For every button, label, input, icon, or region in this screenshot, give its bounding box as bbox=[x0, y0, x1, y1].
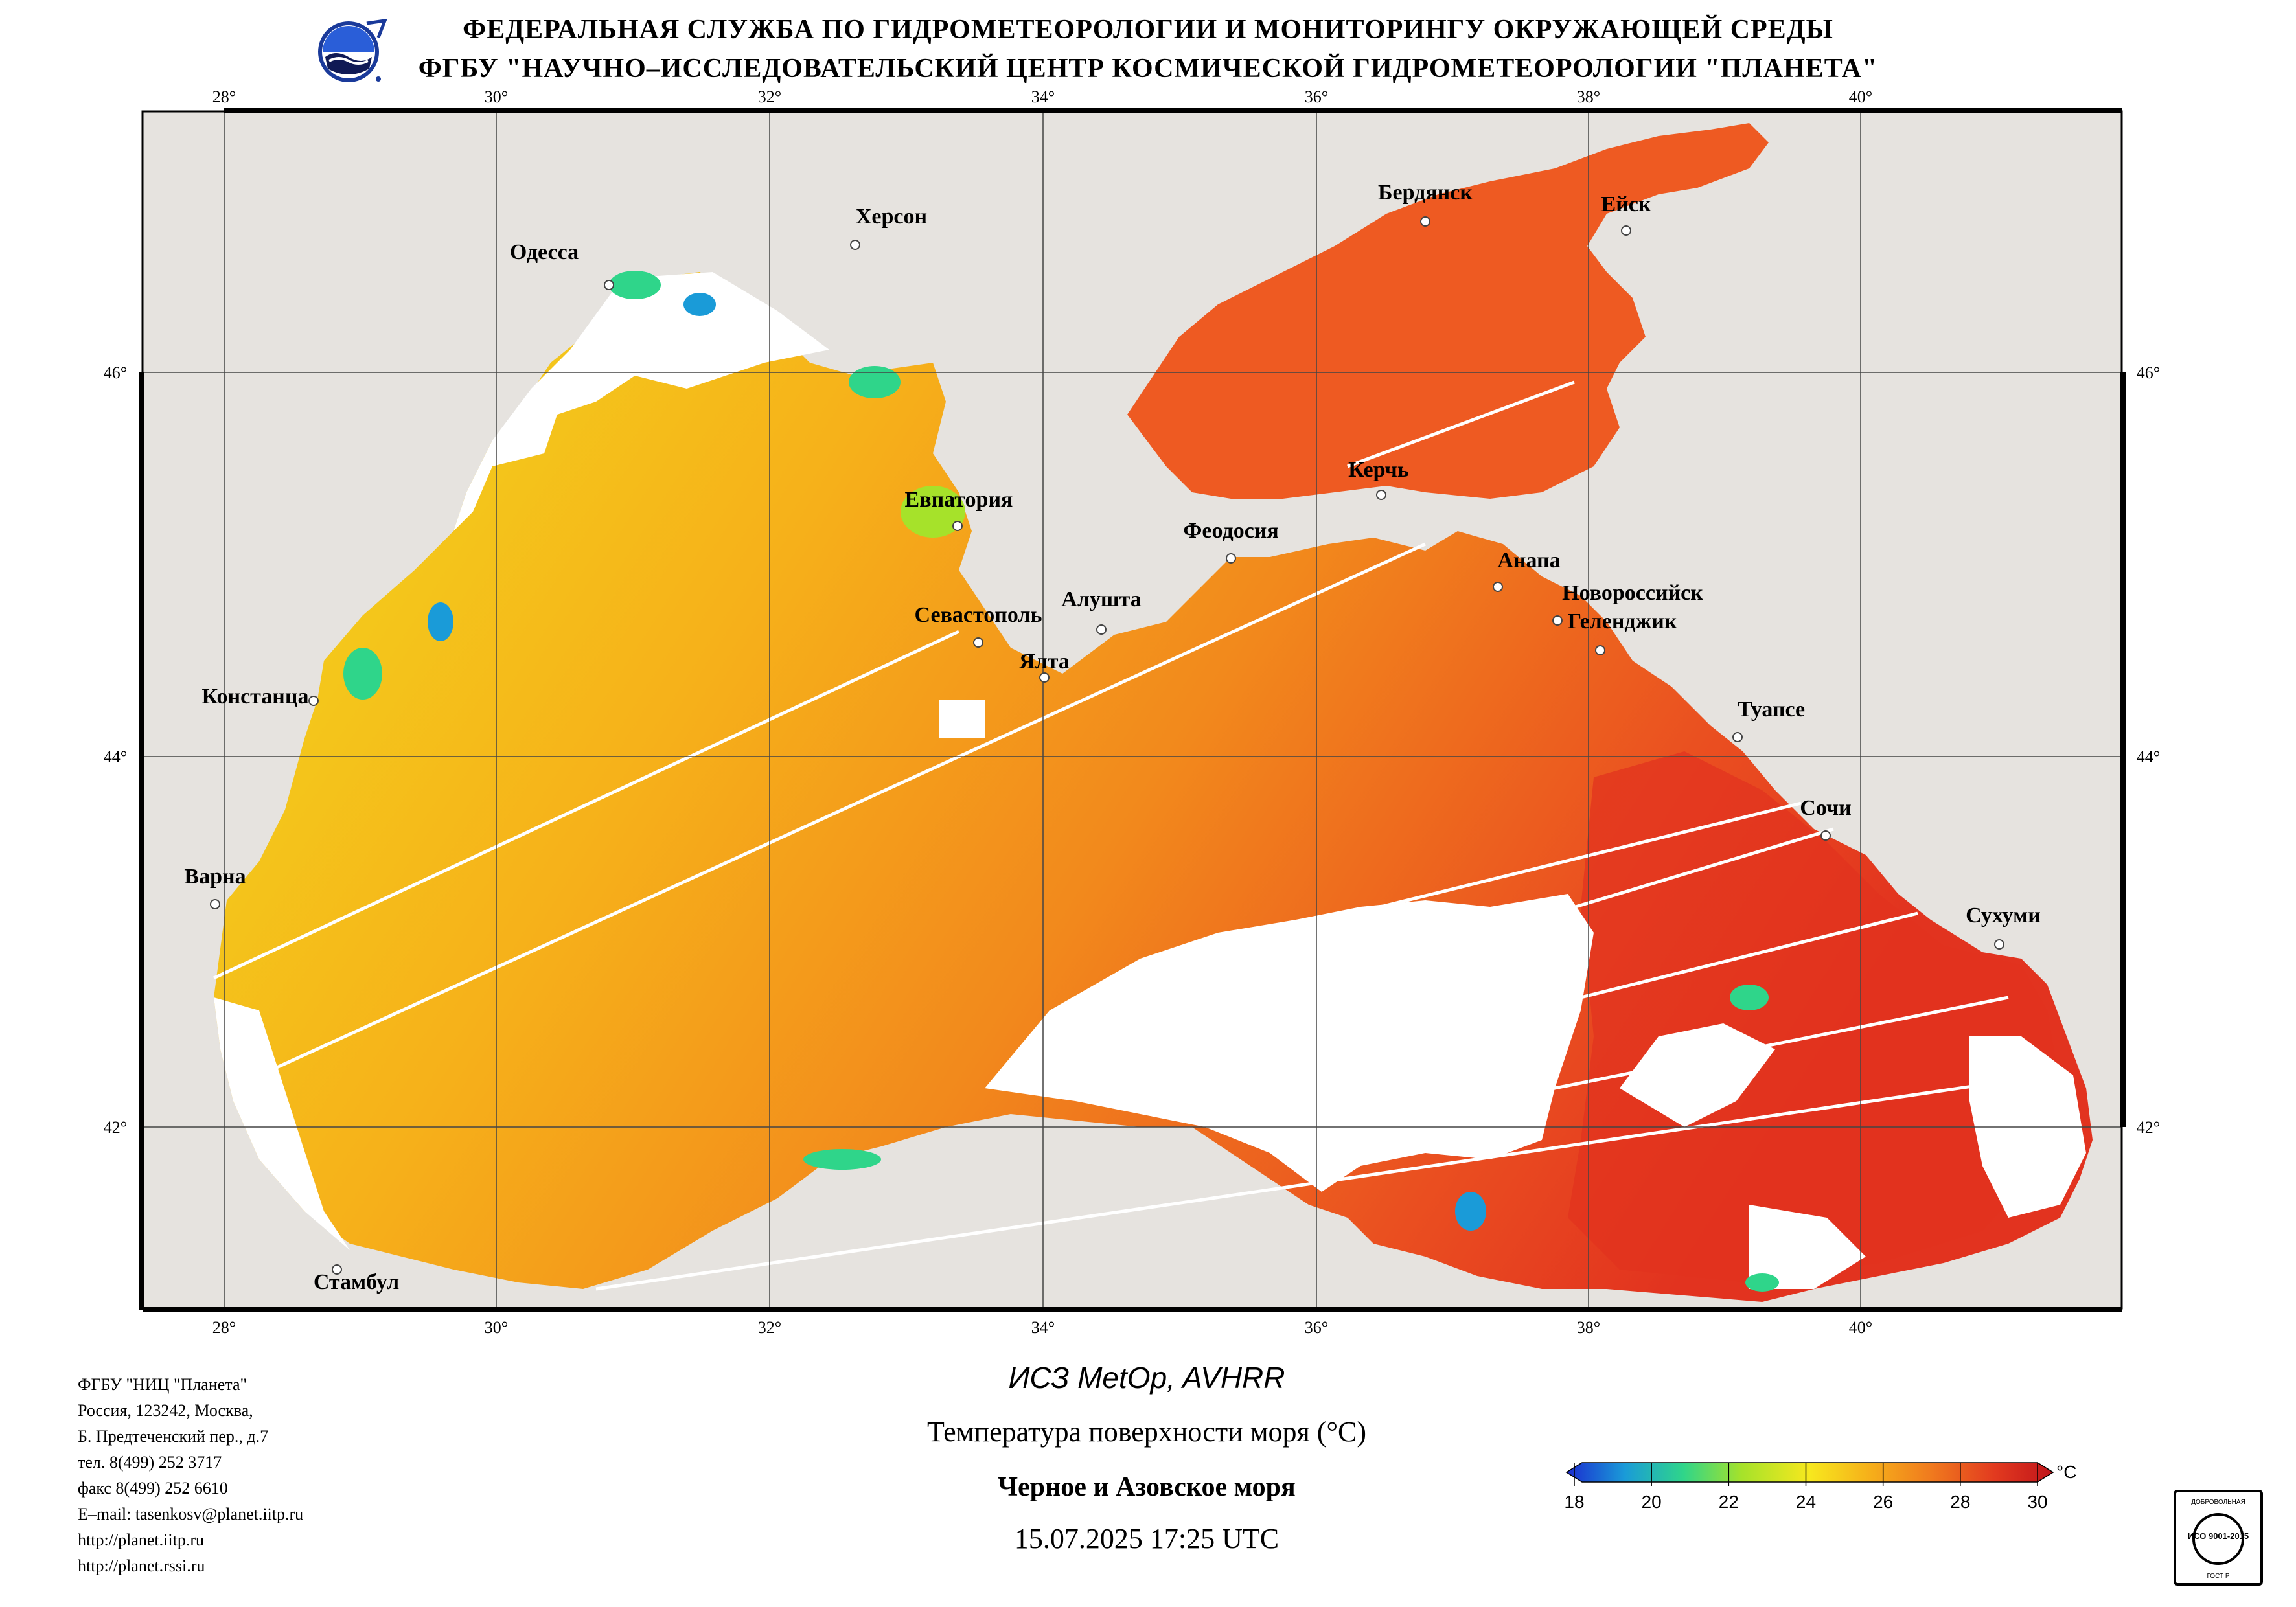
city-label: Констанца bbox=[202, 685, 309, 709]
org-contact-line: Россия, 123242, Москва, bbox=[78, 1401, 253, 1420]
city-label: Сухуми bbox=[1966, 904, 2041, 928]
city-marker bbox=[1994, 939, 2004, 950]
latitude-label: 44° bbox=[2137, 747, 2160, 766]
longitude-label: 36° bbox=[1305, 1318, 1328, 1337]
agency-logo-icon bbox=[318, 18, 387, 82]
city-marker bbox=[1039, 672, 1050, 683]
cool-patches bbox=[343, 271, 1779, 1292]
frame-edges bbox=[139, 108, 2126, 1312]
longitude-label: 32° bbox=[758, 1318, 781, 1337]
product-datetime: 15.07.2025 17:25 UTC bbox=[1014, 1523, 1280, 1555]
satellite-sensor: ИСЗ MetOp, AVHRR bbox=[1008, 1361, 1285, 1395]
latitude-label: 44° bbox=[104, 747, 127, 766]
legend-bar bbox=[1565, 1462, 2054, 1483]
legend-tick-label: 28 bbox=[1950, 1492, 1970, 1512]
badge-bottom-text: ГОСТ Р bbox=[2207, 1573, 2229, 1580]
org-contact-line: ФГБУ "НИЦ "Планета" bbox=[78, 1375, 247, 1394]
org-contact-block: ФГБУ "НИЦ "Планета" Россия, 123242, Москв… bbox=[78, 1372, 303, 1579]
city-label: Туапсе bbox=[1738, 698, 1805, 722]
cloud-mask bbox=[214, 272, 2086, 1289]
longitude-label: 30° bbox=[485, 87, 508, 106]
city-label: Стамбул bbox=[314, 1270, 399, 1294]
longitude-label: 28° bbox=[212, 87, 236, 106]
city-marker bbox=[850, 240, 860, 250]
product-title: Температура поверхности моря (°С) bbox=[926, 1416, 1367, 1448]
graticule bbox=[143, 111, 2122, 1308]
org-contact-line: http://planet.iitp.ru bbox=[78, 1531, 204, 1549]
latitude-label: 46° bbox=[2137, 363, 2160, 382]
longitude-label: 32° bbox=[758, 87, 781, 106]
city-marker bbox=[1096, 624, 1107, 635]
city-label: Анапа bbox=[1497, 549, 1560, 573]
city-label: Одесса bbox=[510, 240, 579, 264]
header-title: ФЕДЕРАЛЬНАЯ СЛУЖБА ПО ГИДРОМЕТЕОРОЛОГИИ … bbox=[463, 15, 1833, 45]
longitude-label: 38° bbox=[1577, 87, 1600, 106]
city-marker bbox=[1493, 582, 1503, 592]
org-contact-line: Б. Предтеченский пер., д.7 bbox=[78, 1427, 269, 1446]
city-label: Феодосия bbox=[1183, 519, 1279, 543]
longitude-label: 40° bbox=[1849, 1318, 1872, 1337]
longitude-label: 36° bbox=[1305, 87, 1328, 106]
org-contact-line: http://planet.rssi.ru bbox=[78, 1556, 205, 1575]
legend-tick-label: 30 bbox=[2027, 1492, 2047, 1512]
city-marker bbox=[1820, 830, 1831, 841]
latitude-label: 42° bbox=[104, 1118, 127, 1137]
legend-unit: °С bbox=[2056, 1462, 2076, 1482]
color-legend: 18 20 22 24 26 28 30 °С bbox=[1564, 1462, 2076, 1512]
city-marker bbox=[1621, 225, 1631, 236]
badge-mid-text: ИСО 9001-2015 bbox=[2188, 1531, 2249, 1541]
latitude-label: 46° bbox=[104, 363, 127, 382]
city-label: Бердянск bbox=[1378, 181, 1473, 205]
city-marker bbox=[1226, 553, 1236, 564]
city-label: Геленджик bbox=[1568, 610, 1677, 633]
city-label: Ейск bbox=[1601, 192, 1651, 216]
longitude-label: 40° bbox=[1849, 87, 1872, 106]
badge-top-text: ДОБРОВОЛЬНАЯ bbox=[2191, 1499, 2245, 1506]
swath-lines bbox=[212, 380, 2048, 1291]
azov-sea bbox=[1127, 123, 1769, 499]
org-contact-line: E–mail: tasenkosv@planet.iitp.ru bbox=[78, 1505, 304, 1523]
legend-tick-label: 20 bbox=[1642, 1492, 1662, 1512]
longitude-label: 34° bbox=[1031, 87, 1055, 106]
certification-badge: ДОБРОВОЛЬНАЯ ИСО 9001-2015 ГОСТ Р bbox=[2174, 1490, 2263, 1586]
city-marker bbox=[952, 521, 963, 531]
city-marker bbox=[973, 637, 983, 648]
longitude-label: 34° bbox=[1031, 1318, 1055, 1337]
hot-zone bbox=[1568, 751, 2060, 1282]
legend-tick-label: 22 bbox=[1719, 1492, 1739, 1512]
city-marker bbox=[1420, 216, 1430, 227]
city-marker bbox=[604, 280, 614, 290]
city-marker bbox=[1595, 645, 1605, 655]
longitude-label: 38° bbox=[1577, 1318, 1600, 1337]
longitude-label: 28° bbox=[212, 1318, 236, 1337]
city-marker bbox=[332, 1264, 342, 1275]
city-label: Севастополь bbox=[915, 603, 1042, 627]
city-marker bbox=[308, 696, 319, 706]
legend-tick-label: 18 bbox=[1564, 1492, 1584, 1512]
city-marker bbox=[1552, 615, 1563, 626]
city-label: Ялта bbox=[1019, 650, 1070, 674]
legend-tick-label: 26 bbox=[1873, 1492, 1893, 1512]
city-marker bbox=[1732, 732, 1743, 742]
city-label: Новороссийск bbox=[1562, 581, 1703, 605]
city-label: Варна bbox=[184, 865, 246, 889]
city-label: Херсон bbox=[856, 205, 927, 229]
city-label: Керчь bbox=[1348, 458, 1409, 482]
longitude-label: 30° bbox=[485, 1318, 508, 1337]
city-marker bbox=[1376, 490, 1386, 500]
city-label: Сочи bbox=[1800, 796, 1851, 820]
org-contact-line: тел. 8(499) 252 3717 bbox=[78, 1453, 222, 1472]
product-region: Черное и Азовское моря bbox=[998, 1472, 1296, 1502]
city-marker bbox=[210, 899, 220, 909]
city-label: Евпатория bbox=[905, 488, 1013, 512]
legend-tick-label: 24 bbox=[1796, 1492, 1816, 1512]
header-subtitle: ФГБУ "НАУЧНО–ИССЛЕДОВАТЕЛЬСКИЙ ЦЕНТР КОС… bbox=[418, 54, 1878, 84]
latitude-label: 42° bbox=[2137, 1118, 2160, 1137]
city-label: Алушта bbox=[1061, 587, 1141, 611]
org-contact-line: факс 8(499) 252 6610 bbox=[78, 1479, 228, 1498]
